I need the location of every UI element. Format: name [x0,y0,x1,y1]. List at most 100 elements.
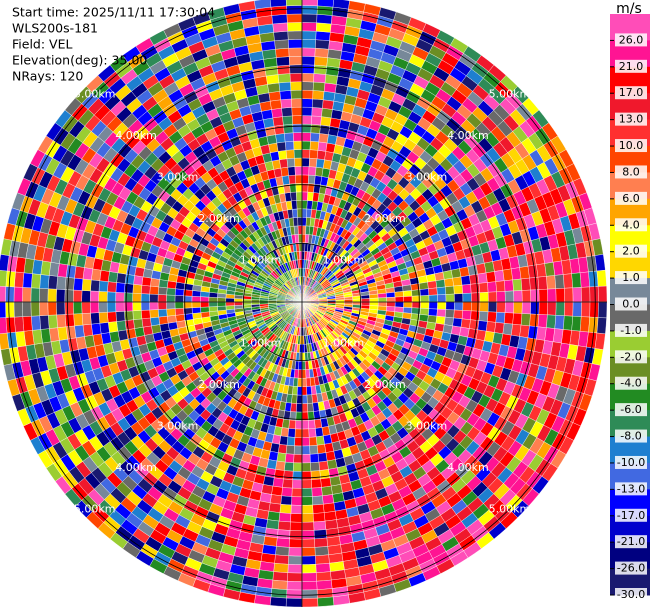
colorbar-label-bg [615,297,647,311]
range-ring-label: 5.00km [489,502,531,515]
radar-gate [554,315,565,330]
radar-gate [149,293,159,303]
header-line: Start time: 2025/11/11 17:30:04 [12,5,215,20]
radar-gate [460,318,471,329]
radar-gate [275,460,286,471]
radar-gate [191,290,202,297]
radar-gate [284,132,294,143]
radar-gate [301,217,307,227]
radar-gate [47,301,57,316]
radar-gate [5,301,15,318]
radar-gate [64,301,74,315]
radar-gate [208,306,218,312]
colorbar-tick-label: 0.0 [622,298,640,311]
radar-gate [297,377,303,387]
radar-gate [264,65,279,77]
radar-gate [324,519,338,530]
radar-gate [141,276,152,287]
radar-gate [369,297,379,303]
radar-gate [116,272,127,284]
radar-gate [64,313,75,327]
radar-gate [282,115,293,126]
radar-gate [402,290,413,297]
radar-gate [537,314,548,328]
radar-gate [64,289,74,303]
radar-gate [308,174,316,185]
radar-gate [435,279,446,289]
radar-gate [386,301,396,308]
radar-gate [288,547,303,557]
colorbar-label-bg [615,59,647,73]
colorbar-tick-label: 1.0 [622,271,640,284]
radar-gate [267,510,281,522]
radar-gate [546,275,557,290]
radar-gate [301,572,317,582]
radar-gate [217,305,227,312]
colorbar-tick-label: 6.0 [622,192,640,205]
range-ring-label: 4.00km [447,461,489,474]
colorbar-tick-label: -21.0 [617,535,645,548]
radar-gate [301,30,317,40]
radar-gate [319,124,331,135]
radar-gate [217,301,227,307]
radar-gate [90,301,100,314]
radar-gate [290,504,303,514]
radar-gate [208,296,218,303]
radar-gate [316,579,333,590]
radar-gate [547,288,557,303]
radar-gate [277,529,291,540]
radar-gate [5,316,16,334]
radar-gate [581,286,591,303]
radar-gate [291,200,298,210]
radar-gate [316,444,327,454]
radar-gate [325,65,340,77]
colorbar-label-bg [615,429,647,443]
radar-gate [287,22,303,32]
colorbar-tick-label: -4.0 [620,377,641,390]
radar-gate [487,281,497,293]
radar-gate [301,98,313,108]
radar-gate [272,477,284,488]
radar-gate [74,324,85,338]
radar-gate [469,319,480,331]
radar-gate [308,428,317,438]
range-ring-label: 3.00km [157,419,199,432]
radar-gate [301,225,307,235]
radar-gate [589,286,599,303]
radar-gate [292,479,303,489]
header-line: Elevation(deg): 35.00 [12,53,147,68]
radar-gate [291,98,303,108]
radar-gate [301,123,312,133]
radar-gate [529,277,540,291]
radar-gate [563,315,573,331]
radar-gate [98,291,108,303]
colorbar-label-bg [615,482,647,496]
radar-gate [444,316,454,327]
colorbar-label-bg [615,218,647,232]
radar-gate [268,502,281,513]
radar-gate [487,301,498,313]
radar-gate [301,13,318,23]
radar-gate [312,90,325,100]
radar-gate [502,323,513,336]
radar-gate [142,325,154,336]
radar-gate [266,134,278,145]
radar-gate [504,279,514,292]
radar-gate [91,268,102,281]
radar-gate [284,141,295,151]
range-ring-label: 2.00km [198,212,240,225]
radar-gate [99,322,110,335]
radar-gate [291,487,303,498]
radar-gate [191,296,201,303]
radar-gate [5,270,16,288]
range-ring [125,125,479,479]
radar-gate [445,309,455,319]
radar-gate [301,420,309,430]
radar-gate [124,283,134,294]
radar-gate [149,309,159,319]
radar-gate [281,107,293,117]
radar-gate [296,403,303,413]
radar-gate [292,132,303,142]
range-ring-label: 1.00km [323,336,365,349]
radar-gate [30,301,40,317]
